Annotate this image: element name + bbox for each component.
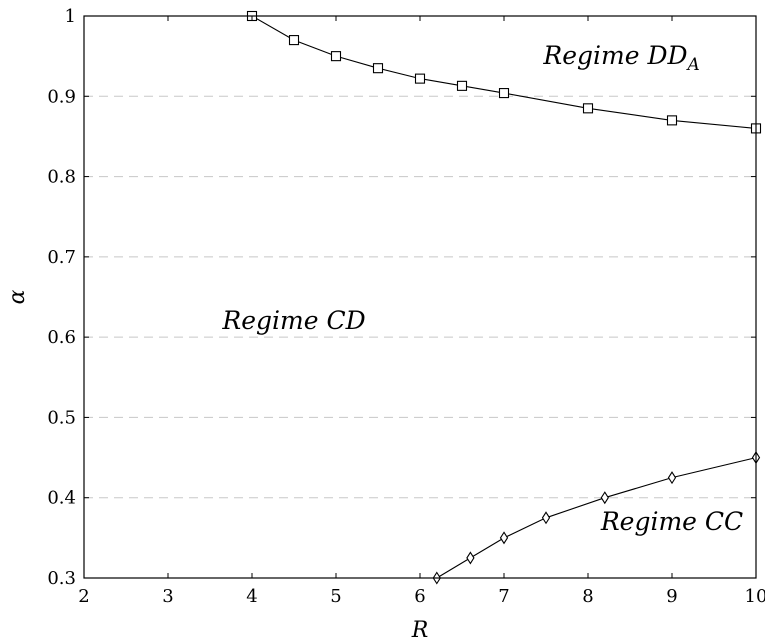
- x-tick-label: 3: [162, 586, 173, 607]
- y-tick-label: 0.7: [47, 247, 76, 268]
- y-tick-label: 0.6: [47, 327, 76, 348]
- x-tick-label: 8: [582, 586, 593, 607]
- data-point-diamond: [466, 551, 475, 565]
- x-tick-label: 6: [414, 586, 425, 607]
- y-tick-label: 0.4: [47, 488, 76, 509]
- region-label: Regime CC: [600, 507, 743, 536]
- data-point-square: [414, 73, 426, 84]
- plot-frame: [83, 15, 757, 579]
- region-label: Regime CD: [221, 306, 365, 335]
- grid-lines: [84, 95, 756, 499]
- data-point-square: [666, 115, 678, 126]
- x-tick-label: 2: [78, 586, 89, 607]
- x-tick-label: 9: [666, 586, 677, 607]
- y-tick-label: 0.3: [47, 568, 76, 589]
- region-label-subscript: A: [686, 55, 700, 75]
- y-tick-label: 1: [65, 6, 76, 27]
- data-point-diamond: [541, 511, 551, 525]
- x-tick-label: 4: [246, 586, 257, 607]
- region-label: Regime DDA: [542, 41, 699, 75]
- x-tick-label: 5: [330, 586, 341, 607]
- series-line-1: [251, 15, 757, 129]
- data-point-square: [582, 103, 594, 114]
- x-tick-label: 10: [745, 586, 765, 607]
- region-annotations: Regime DDA Regime CD Regime CC: [221, 41, 743, 536]
- data-point-square: [288, 35, 300, 46]
- y-tick-label: 0.9: [47, 86, 76, 107]
- data-point-diamond: [600, 491, 609, 505]
- data-point-square: [456, 80, 468, 91]
- axis-ticks: 0.3 0.4 0.5 0.6 0.7 0.8 0.9 1 2 3 4 5 6 7 8 9 10: [47, 6, 765, 607]
- data-point-diamond: [667, 471, 677, 485]
- x-tick-label: 7: [498, 586, 509, 607]
- data-point-square: [330, 51, 342, 62]
- data-point-diamond: [499, 531, 509, 545]
- data-point-square: [372, 63, 384, 74]
- y-axis-label: α: [5, 289, 30, 304]
- y-tick-label: 0.8: [47, 167, 76, 188]
- y-tick-label: 0.5: [47, 407, 76, 428]
- x-axis-label: R: [411, 618, 429, 643]
- data-point-square: [498, 88, 510, 99]
